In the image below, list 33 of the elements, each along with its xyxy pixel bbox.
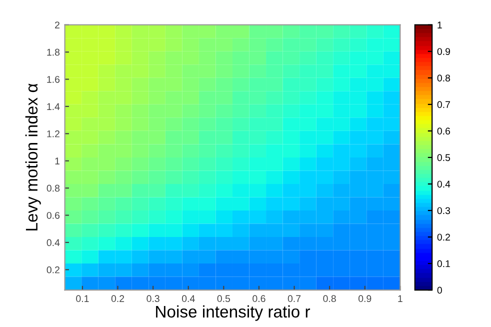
x-tick-label: 0.5	[217, 295, 230, 302]
color-bar-label: 0.4	[437, 180, 450, 188]
color-bar-label: 0.1	[437, 260, 450, 268]
x-axis-title: Noise intensity ratio r	[156, 305, 310, 321]
color-bar-label: 1	[438, 22, 442, 28]
x-tick-label: 0.1	[76, 295, 89, 302]
x-tick-label: 0.8	[323, 295, 336, 302]
color-bar-label: 0.5	[437, 154, 450, 162]
color-bar-label: 0.8	[437, 74, 450, 82]
y-tick-label: 0.4	[46, 239, 60, 246]
color-bar-label: 0.2	[437, 234, 450, 241]
y-axis-title: Levy motion index α	[25, 84, 41, 230]
x-tick-label: 1	[398, 295, 402, 302]
x-tick-label: 0.6	[252, 295, 266, 302]
color-bar-label: 0.9	[437, 48, 450, 55]
y-tick-label: 0.6	[46, 212, 60, 219]
x-tick-label: 0.4	[182, 295, 195, 302]
x-tick-label: 0.3	[146, 295, 160, 302]
x-tick-label: 0.7	[288, 295, 301, 302]
y-tick-label: 1.8	[47, 48, 60, 56]
color-bar-label: 0	[437, 286, 442, 294]
x-tick-label: 0.2	[111, 295, 124, 302]
color-bar-label: 0.7	[437, 101, 450, 108]
y-tick-label: 0.2	[46, 266, 60, 274]
y-tick-label: 0.8	[46, 184, 60, 192]
y-tick-label: 1	[55, 158, 60, 164]
y-tick-label: 1.4	[47, 103, 60, 110]
color-bar-label: 0.6	[437, 128, 450, 135]
color-bar-label: 0.3	[437, 207, 450, 214]
y-tick-label: 1.6	[47, 76, 60, 83]
y-tick-label: 2	[55, 22, 60, 28]
y-tick-label: 1.2	[47, 130, 60, 138]
x-tick-label: 0.9	[358, 295, 372, 302]
